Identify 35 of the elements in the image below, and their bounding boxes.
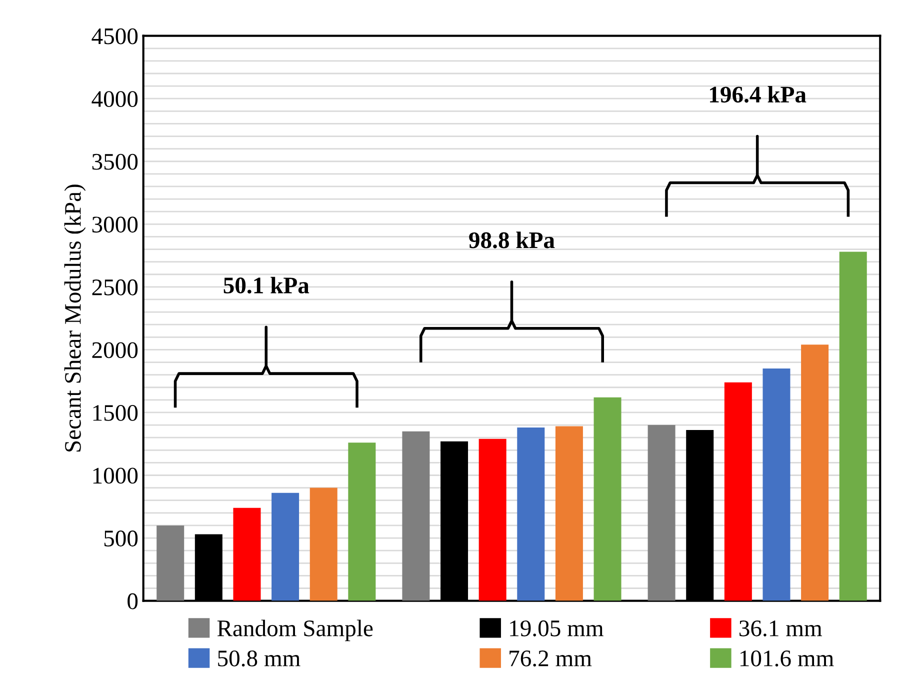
y-tick-label: 1500 xyxy=(93,404,138,421)
legend-label: 76.2 mm xyxy=(510,650,592,666)
bar xyxy=(348,442,376,601)
bar xyxy=(310,488,338,601)
bar xyxy=(839,252,867,601)
bar xyxy=(555,426,583,601)
y-tick-label: 500 xyxy=(104,530,138,546)
y-tick-label: 2000 xyxy=(92,342,138,358)
legend-label: Random Sample xyxy=(217,620,373,642)
bar xyxy=(402,431,430,601)
bar xyxy=(724,382,752,601)
y-tick-label: 2500 xyxy=(92,279,138,296)
y-tick-label: 4500 xyxy=(92,28,138,44)
y-axis-title: Secant Shear Modulus (kPa) xyxy=(64,184,86,452)
y-tick-label: 0 xyxy=(128,593,138,610)
bar xyxy=(648,425,676,601)
bar xyxy=(272,492,300,601)
legend-label: 101.6 mm xyxy=(740,650,834,666)
y-tick-label: 3500 xyxy=(92,154,138,170)
y-tick-label: 1000 xyxy=(93,468,138,484)
bar xyxy=(594,397,622,601)
bar xyxy=(517,428,545,601)
bar xyxy=(762,368,790,601)
annotation: 98.8 kPa xyxy=(469,232,555,248)
y-tick-label: 4000 xyxy=(92,91,138,108)
annotation: 50.1 kPa xyxy=(224,276,310,294)
legend-label: 19.05 mm xyxy=(510,620,604,636)
bar xyxy=(801,344,829,601)
bar xyxy=(478,438,506,601)
annotation: 196.4 kPa xyxy=(710,86,806,103)
legend-label: 50.8 mm xyxy=(218,650,300,666)
legend-label: 36.1 mm xyxy=(740,620,822,636)
bar xyxy=(233,508,261,601)
y-tick-label: 3000 xyxy=(92,216,138,233)
bar xyxy=(156,525,184,601)
